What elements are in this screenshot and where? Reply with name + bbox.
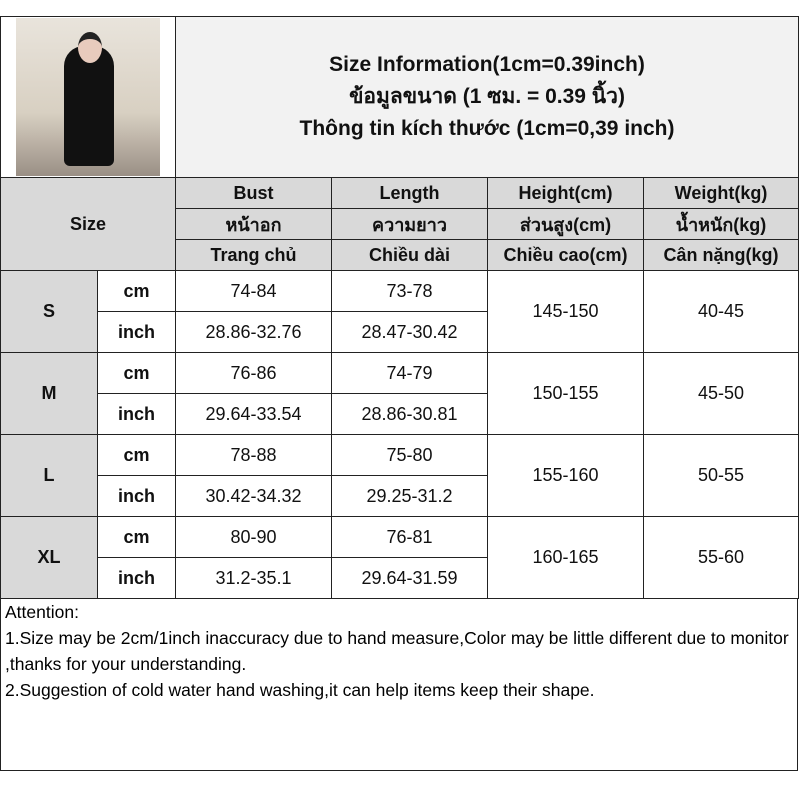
title-th: ข้อมูลขนาด (1 ซม. = 0.39 นิ้ว)	[349, 85, 625, 108]
col-header: Height(cm)	[487, 177, 644, 209]
col-header: Chiều dài	[331, 239, 488, 271]
length-cm: 75-80	[331, 434, 488, 476]
length-cm: 74-79	[331, 352, 488, 394]
bust-inch: 30.42-34.32	[175, 475, 332, 517]
size-label: L	[0, 434, 98, 517]
length-inch: 28.47-30.42	[331, 311, 488, 353]
col-header: หน้าอก	[175, 208, 332, 240]
note-line: Attention:	[5, 602, 79, 622]
col-header: ความยาว	[331, 208, 488, 240]
product-photo-cell	[0, 16, 176, 178]
size-table: Size Information(1cm=0.39inch) ข้อมูลขนา…	[0, 16, 800, 599]
attention-notes: Attention: 1.Size may be 2cm/1inch inacc…	[0, 599, 798, 771]
height-value: 155-160	[487, 434, 644, 517]
size-label: M	[0, 352, 98, 435]
title-en: Size Information(1cm=0.39inch)	[329, 53, 645, 76]
product-photo	[16, 18, 160, 176]
length-cm: 73-78	[331, 270, 488, 312]
bust-cm: 80-90	[175, 516, 332, 558]
length-inch: 28.86-30.81	[331, 393, 488, 435]
weight-value: 50-55	[642, 434, 800, 517]
weight-value: 45-50	[642, 352, 800, 435]
size-header: Size	[0, 177, 176, 271]
col-header: Bust	[175, 177, 332, 209]
unit-label: inch	[97, 475, 176, 517]
unit-label: inch	[97, 557, 176, 599]
table-row: inch 29.64-33.54 28.86-30.81	[1, 393, 799, 435]
bust-inch: 31.2-35.1	[175, 557, 332, 599]
height-value: 150-155	[487, 352, 644, 435]
height-value: 160-165	[487, 516, 644, 599]
size-label: S	[0, 270, 98, 353]
title-cell: Size Information(1cm=0.39inch) ข้อมูลขนา…	[174, 16, 800, 178]
unit-label: cm	[97, 516, 176, 558]
table-row: S cm 74-84 73-78 145-150 40-45	[0, 270, 800, 353]
col-header: Length	[331, 177, 488, 209]
table-row: XL cm 80-90 76-81 160-165 55-60	[0, 516, 800, 599]
unit-label: cm	[97, 352, 176, 394]
table-row: inch 30.42-34.32 29.25-31.2	[1, 475, 799, 517]
size-label: XL	[0, 516, 98, 599]
note-line: 2.Suggestion of cold water hand washing,…	[5, 680, 595, 700]
weight-value: 55-60	[642, 516, 800, 599]
height-value: 145-150	[487, 270, 644, 353]
title-vi: Thông tin kích thước (1cm=0,39 inch)	[299, 117, 675, 140]
bust-cm: 76-86	[175, 352, 332, 394]
unit-label: cm	[97, 270, 176, 312]
bust-cm: 78-88	[175, 434, 332, 476]
table-row: inch 28.86-32.76 28.47-30.42	[1, 311, 799, 353]
weight-value: 40-45	[642, 270, 800, 353]
bust-inch: 29.64-33.54	[175, 393, 332, 435]
col-header: น้ำหนัก(kg)	[642, 208, 800, 240]
size-chart: Size Information(1cm=0.39inch) ข้อมูลขนา…	[0, 16, 800, 771]
note-line: 1.Size may be 2cm/1inch inaccuracy due t…	[5, 628, 789, 674]
length-inch: 29.25-31.2	[331, 475, 488, 517]
bust-inch: 28.86-32.76	[175, 311, 332, 353]
table-row: inch 31.2-35.1 29.64-31.59	[1, 557, 799, 599]
unit-label: inch	[97, 393, 176, 435]
length-inch: 29.64-31.59	[331, 557, 488, 599]
col-header: Cân nặng(kg)	[642, 239, 800, 271]
table-row: L cm 78-88 75-80 155-160 50-55	[0, 434, 800, 517]
col-header: Weight(kg)	[642, 177, 800, 209]
length-cm: 76-81	[331, 516, 488, 558]
unit-label: inch	[97, 311, 176, 353]
col-header: Trang chủ	[175, 239, 332, 271]
bust-cm: 74-84	[175, 270, 332, 312]
col-header: Chiều cao(cm)	[487, 239, 644, 271]
col-header: ส่วนสูง(cm)	[487, 208, 644, 240]
table-row: M cm 76-86 74-79 150-155 45-50	[0, 352, 800, 435]
unit-label: cm	[97, 434, 176, 476]
